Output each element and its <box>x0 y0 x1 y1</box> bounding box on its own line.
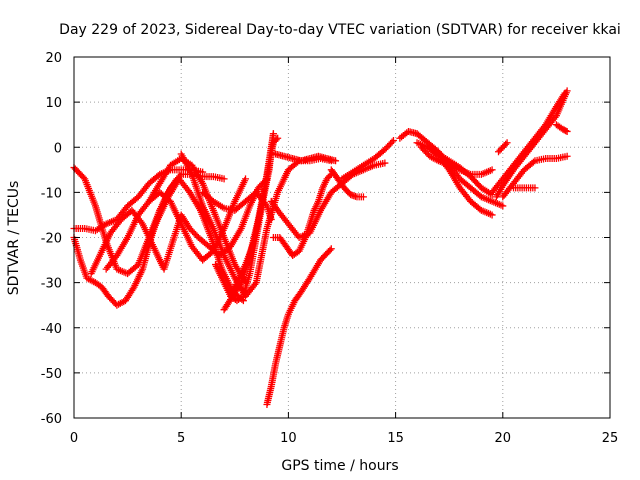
y-tick-label: -30 <box>41 277 62 292</box>
data-series-23 <box>426 143 496 199</box>
data-point <box>267 215 275 223</box>
data-series-4 <box>87 175 271 278</box>
data-point <box>529 158 537 166</box>
data-series-20 <box>413 130 507 210</box>
data-point <box>389 136 397 144</box>
data-series-17 <box>327 166 367 201</box>
y-tick-label: -50 <box>41 367 62 382</box>
data-point <box>563 127 571 135</box>
data-series-7 <box>143 175 247 305</box>
y-tick-label: -60 <box>41 412 62 427</box>
data-point <box>272 136 280 144</box>
data-series-12 <box>227 134 282 300</box>
y-tick-label: 20 <box>45 51 62 66</box>
x-axis-title: GPS time / hours <box>281 458 398 474</box>
data-point <box>499 202 507 210</box>
x-tick-label: 25 <box>602 431 619 446</box>
data-point <box>199 168 207 176</box>
grid-lines <box>74 57 610 418</box>
data-series-16 <box>272 150 340 165</box>
data-point <box>563 87 571 95</box>
data-series-28 <box>510 184 539 192</box>
data-point <box>332 157 340 165</box>
axis-ticks: 0 5 10 15 20 25 -60 -50 -40 -30 -20 -10 0 10 20 <box>41 51 619 446</box>
chart-title: Day 229 of 2023, Sidereal Day-to-day VTE… <box>59 22 621 38</box>
data-series-29 <box>552 121 571 135</box>
data-point <box>502 140 510 148</box>
data-point <box>220 175 228 183</box>
y-tick-label: 10 <box>45 96 62 111</box>
data-point <box>488 211 496 219</box>
x-tick-label: 20 <box>495 431 512 446</box>
y-tick-label: -10 <box>41 186 62 201</box>
data-series-26 <box>499 152 571 201</box>
y-tick-label: -20 <box>41 232 62 247</box>
data-series-27 <box>495 139 511 156</box>
data-series-25 <box>492 87 571 201</box>
data-point <box>531 184 539 192</box>
data-point <box>381 159 389 167</box>
data-point <box>563 152 571 160</box>
data-point <box>274 134 282 142</box>
y-tick-label: 0 <box>54 141 62 156</box>
data-point <box>269 130 277 138</box>
x-tick-label: 0 <box>70 431 78 446</box>
data-series-18 <box>338 136 397 183</box>
data-point <box>359 193 367 201</box>
x-tick-label: 15 <box>387 431 404 446</box>
y-axis-title: SDTVAR / TECUs <box>6 181 22 296</box>
x-tick-label: 10 <box>280 431 297 446</box>
x-tick-label: 5 <box>177 431 185 446</box>
data-point <box>503 139 511 147</box>
data-point <box>488 166 496 174</box>
data-series-9 <box>199 188 275 223</box>
data-point <box>242 175 250 183</box>
data-point <box>326 246 334 254</box>
y-tick-label: -40 <box>41 322 62 337</box>
data-point <box>388 138 396 146</box>
data-point <box>562 127 570 135</box>
data-series-13 <box>263 245 335 408</box>
data-point <box>327 245 335 253</box>
